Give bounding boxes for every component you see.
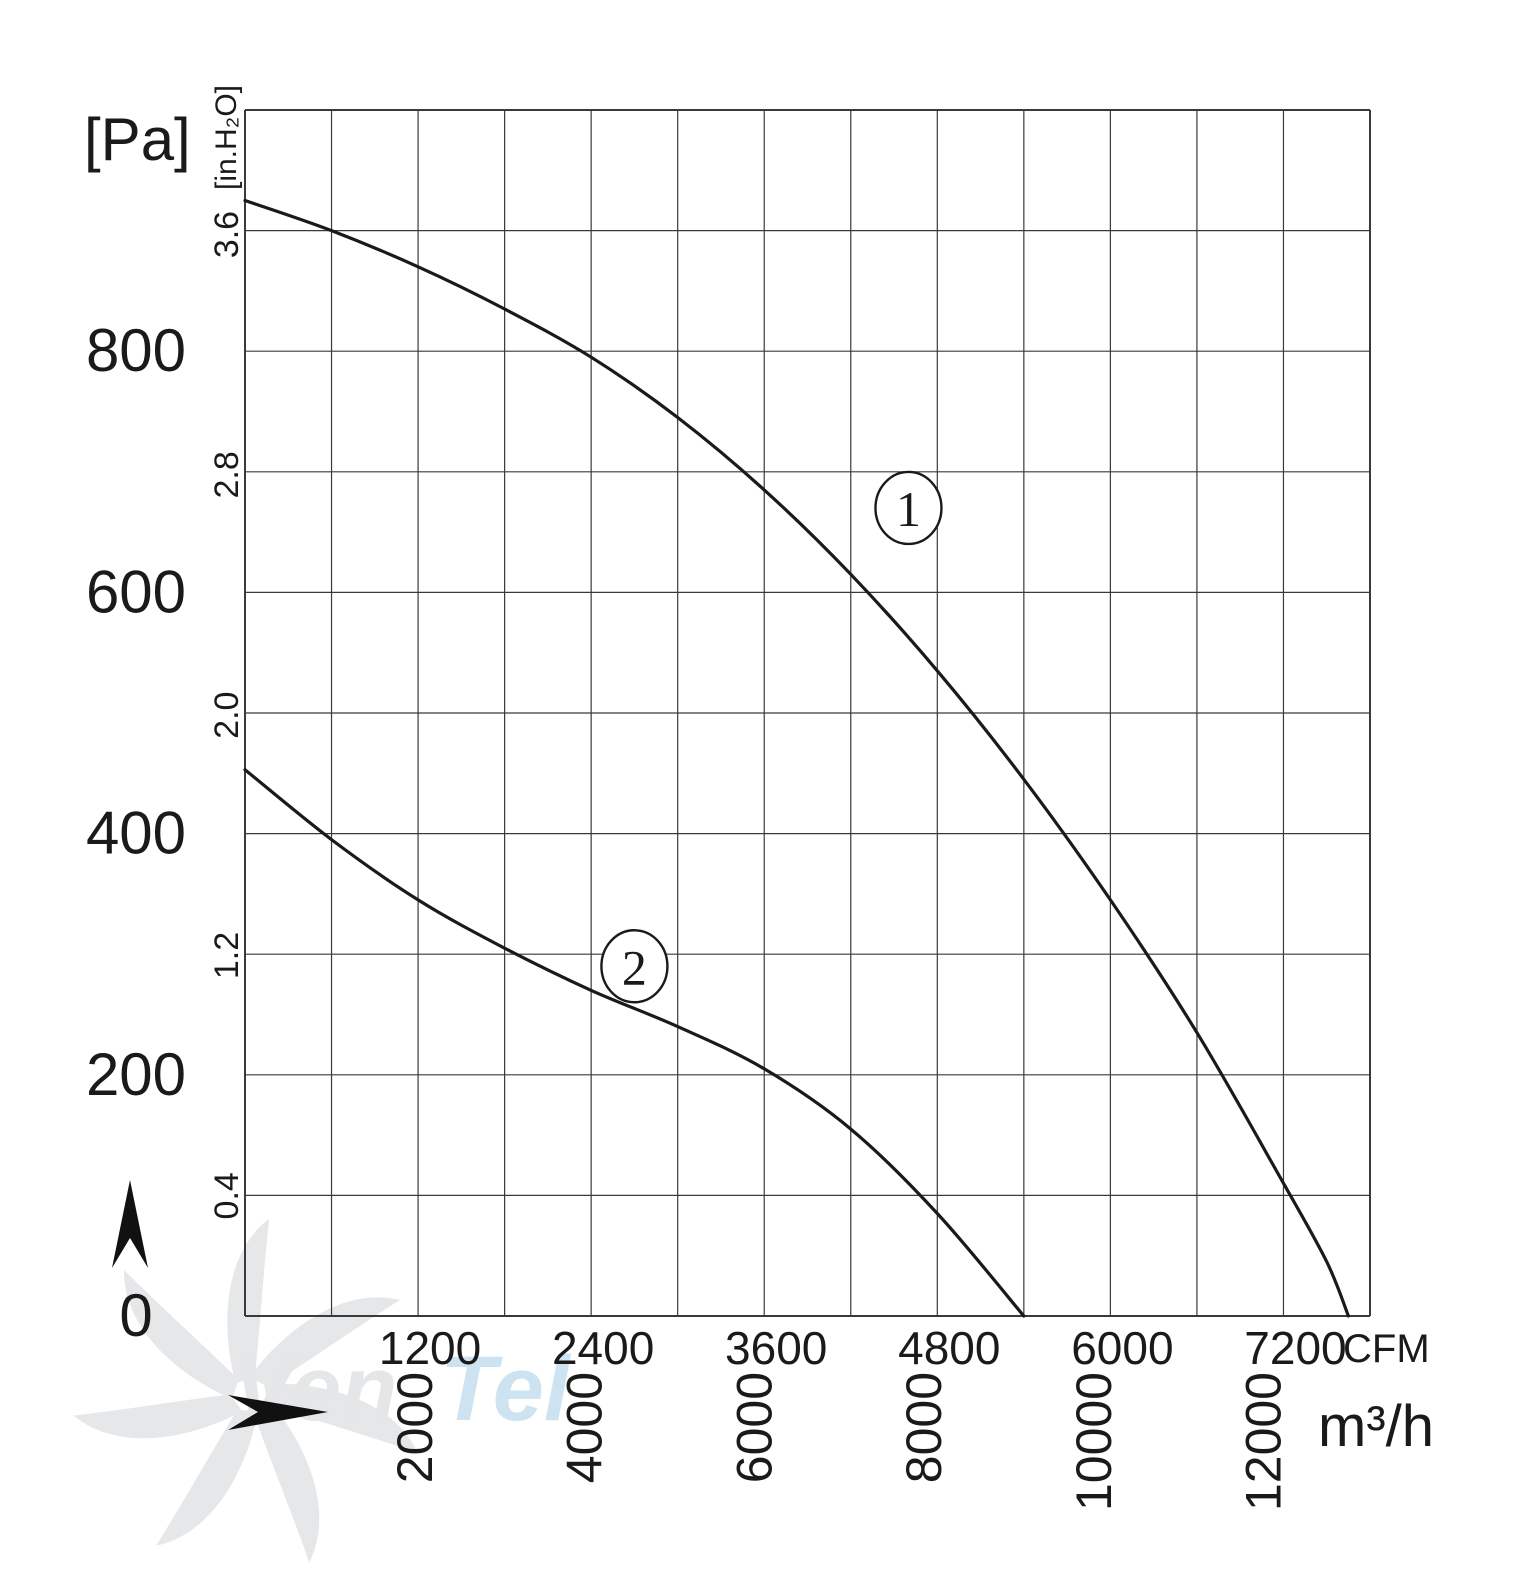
x-axis-unit-cfm: CFM — [1343, 1327, 1430, 1371]
y2-axis-unit-inh2o: [in.H₂O] — [210, 85, 243, 190]
fan-blade — [250, 1297, 400, 1387]
y-tick-label: 0 — [119, 1282, 152, 1349]
x-tick-label: 2400 — [552, 1322, 654, 1374]
performance-curves: 12 — [243, 198, 1350, 1318]
fan-blade — [253, 1399, 320, 1563]
axis-tick-labels: 0 200 400 600 800 0.4 1.2 2.0 2.8 3.6 1200 2400 3600… — [86, 211, 1347, 1511]
x-tick-label: 6000 — [1071, 1322, 1173, 1374]
curve-2 — [243, 768, 1026, 1318]
y2-tick-label: 2.0 — [208, 692, 246, 739]
fan-blade — [124, 1269, 239, 1400]
fan-blade — [227, 1218, 270, 1384]
y2-tick-label: 0.4 — [208, 1172, 246, 1219]
x-tick-label: 4800 — [898, 1322, 1000, 1374]
x2-tick-label: 12000 — [1236, 1372, 1292, 1511]
y-tick-label: 600 — [86, 558, 186, 625]
x-tick-label: 3600 — [725, 1322, 827, 1374]
x2-tick-label: 6000 — [726, 1372, 782, 1483]
curve-1-label: 1 — [896, 481, 921, 537]
fan-logo-icon — [73, 1218, 418, 1563]
x2-tick-label: 8000 — [896, 1372, 952, 1483]
watermark-text-b: Tel — [440, 1338, 572, 1440]
curve-2-label: 2 — [622, 939, 647, 995]
fan-blade — [156, 1410, 258, 1546]
watermark: Ven Tel — [73, 1218, 572, 1563]
chart-grid — [244, 109, 1371, 1317]
x2-tick-label: 2000 — [387, 1372, 443, 1483]
y-axis-unit-pa: [Pa] — [84, 106, 191, 173]
x2-axis-unit-m3h: m³/h — [1318, 1394, 1434, 1459]
fan-blade — [73, 1394, 243, 1439]
curve-1-label-circle — [874, 470, 943, 546]
arrow-right-icon — [228, 1395, 328, 1430]
y-tick-label: 800 — [86, 317, 186, 384]
x-tick-label: 1200 — [379, 1322, 481, 1374]
curve-1 — [243, 198, 1350, 1318]
y2-tick-label: 3.6 — [208, 211, 246, 258]
x2-tick-label: 10000 — [1066, 1372, 1122, 1511]
y-tick-label: 200 — [86, 1041, 186, 1108]
y-tick-label: 400 — [86, 800, 186, 867]
curve-2-label-circle — [600, 929, 669, 1004]
y2-tick-label: 2.8 — [208, 451, 246, 498]
x2-tick-label: 4000 — [557, 1372, 613, 1483]
fan-blade — [264, 1383, 418, 1454]
arrow-up-icon — [112, 1180, 148, 1268]
y2-tick-label: 1.2 — [208, 932, 246, 979]
x-tick-label: 7200 — [1244, 1322, 1346, 1374]
